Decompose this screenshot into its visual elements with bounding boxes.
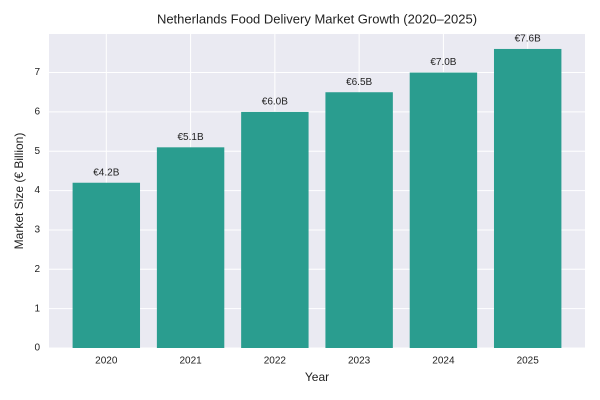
y-tick-label: 6 <box>34 107 40 118</box>
value-label: €7.0B <box>430 57 456 68</box>
value-label: €6.0B <box>262 97 288 108</box>
bar <box>325 92 393 348</box>
value-label: €6.5B <box>346 77 372 88</box>
value-label: €5.1B <box>178 132 204 143</box>
bar <box>241 111 309 348</box>
y-tick-label: 1 <box>34 303 40 314</box>
x-tick-label: 2023 <box>348 356 371 367</box>
value-label: €4.2B <box>93 167 119 178</box>
y-axis-label: Market Size (€ Billion) <box>12 133 26 250</box>
y-tick-label: 7 <box>34 67 40 78</box>
y-tick-label: 3 <box>34 225 40 236</box>
x-axis-label: Year <box>305 370 329 384</box>
bar <box>72 182 141 348</box>
y-tick-label: 5 <box>34 146 40 157</box>
chart-title: Netherlands Food Delivery Market Growth … <box>157 11 477 26</box>
bar <box>156 147 225 348</box>
value-label: €7.6B <box>515 34 541 45</box>
x-tick-label: 2020 <box>95 356 118 367</box>
x-tick-label: 2025 <box>517 356 540 367</box>
x-tick-label: 2022 <box>264 356 287 367</box>
y-tick-label: 2 <box>34 264 40 275</box>
y-tick-label: 0 <box>34 343 40 354</box>
y-tick-label: 4 <box>34 185 40 196</box>
x-tick-label: 2024 <box>432 356 455 367</box>
bar <box>493 48 562 348</box>
x-tick-label: 2021 <box>179 356 202 367</box>
bar <box>409 72 478 348</box>
